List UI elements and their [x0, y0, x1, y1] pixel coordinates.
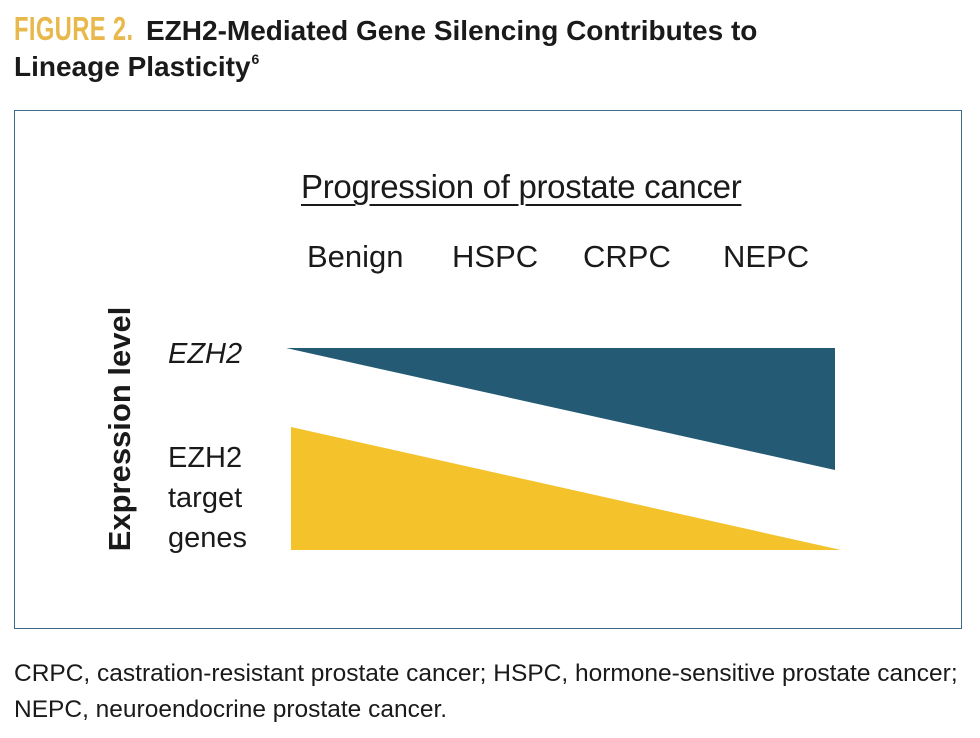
y-axis-label: Expression level	[102, 306, 137, 552]
target-genes-label: EZH2 target genes	[168, 438, 247, 558]
figure-title-text: EZH2-Mediated Gene Silencing Contributes…	[146, 15, 758, 46]
stage-label-hspc: HSPC	[452, 239, 539, 274]
target-label-line: genes	[168, 522, 248, 554]
ezh2-wedge	[286, 348, 835, 470]
stage-label-benign: Benign	[307, 239, 404, 274]
citation-superscript: 6	[251, 51, 260, 67]
diagram-canvas	[286, 348, 841, 550]
footnote: CRPC, castration-resistant prostate canc…	[14, 660, 958, 723]
stage-label-nepc: NEPC	[723, 239, 810, 274]
diagram-frame: Progression of prostate cancer Benign HS…	[14, 110, 962, 629]
target-genes-wedge	[291, 427, 841, 550]
progression-heading: Progression of prostate cancer	[301, 168, 742, 205]
figure-label: FIGURE 2.	[14, 10, 134, 47]
target-label-line: EZH2	[168, 442, 243, 474]
target-label-line: target	[168, 482, 243, 514]
ezh2-label: EZH2	[168, 338, 243, 370]
figure-title-line2: Lineage Plasticity	[14, 51, 251, 82]
figure-title: FIGURE 2. EZH2-Mediated Gene Silencing C…	[14, 10, 964, 83]
stage-label-crpc: CRPC	[583, 239, 671, 274]
